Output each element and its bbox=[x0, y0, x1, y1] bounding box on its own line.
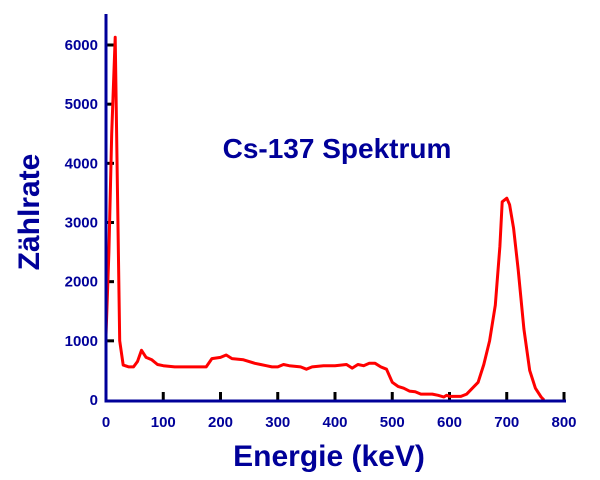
y-tick-label: 4000 bbox=[65, 155, 98, 172]
x-tick-label: 0 bbox=[102, 414, 110, 431]
x-axis-title: Energie (keV) bbox=[233, 440, 425, 473]
y-tick-label: 2000 bbox=[65, 274, 98, 291]
series-line-cs-137 bbox=[104, 35, 546, 402]
chart-title: Cs-137 Spektrum bbox=[223, 133, 452, 164]
x-tick-label: 200 bbox=[208, 414, 233, 431]
x-tick-label: 600 bbox=[437, 414, 462, 431]
x-tick-label: 100 bbox=[151, 414, 176, 431]
y-axis-title: Zählrate bbox=[13, 154, 46, 271]
y-tick-label: 1000 bbox=[65, 333, 98, 350]
x-tick-label: 300 bbox=[265, 414, 290, 431]
y-tick-label: 0 bbox=[90, 392, 98, 409]
x-tick-label: 400 bbox=[322, 414, 347, 431]
x-tick-label: 800 bbox=[551, 414, 576, 431]
x-tick-label: 700 bbox=[494, 414, 519, 431]
y-tick-label: 5000 bbox=[65, 96, 98, 113]
y-tick-label: 3000 bbox=[65, 215, 98, 232]
x-tick-label: 500 bbox=[380, 414, 405, 431]
y-tick-label: 6000 bbox=[65, 37, 98, 54]
